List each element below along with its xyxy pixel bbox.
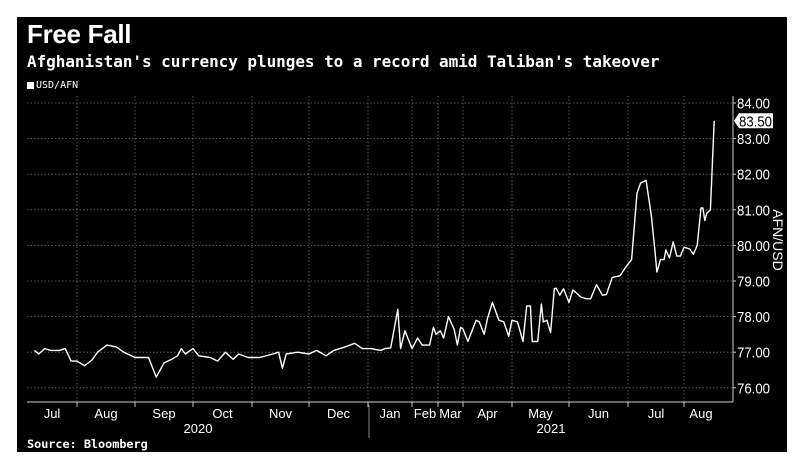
x-tick-label: Aug (94, 406, 117, 421)
y-tick-label: 77.00 (737, 345, 770, 362)
y-tick-label: 83.00 (737, 131, 770, 148)
x-tick-label: May (528, 406, 553, 421)
x-tick-label: Nov (269, 406, 293, 421)
y-tick-label: 82.00 (737, 167, 770, 184)
y-tick-label: 78.00 (737, 309, 770, 326)
chart-title: Free Fall (27, 19, 132, 49)
y-tick-label: 81.00 (737, 202, 770, 219)
x-tick-label: Jul (44, 406, 61, 421)
legend-label: USD/AFN (36, 80, 79, 91)
y-axis-title: AFN/USD (770, 209, 786, 270)
year-label: 2021 (537, 421, 566, 436)
last-value-label: 83.50 (739, 113, 772, 130)
year-label: 2020 (184, 421, 213, 436)
legend: USD/AFN (27, 80, 78, 91)
x-tick-label: Apr (477, 406, 498, 421)
x-tick-label: Jun (588, 406, 609, 421)
x-tick-label: Oct (212, 406, 233, 421)
y-tick-label: 79.00 (737, 274, 770, 291)
x-tick-label: Sep (152, 406, 175, 421)
source-note: Source: Bloomberg (27, 437, 148, 451)
last-value-box (734, 113, 773, 129)
x-tick-label: Jul (648, 406, 665, 421)
y-tick-label: 80.00 (737, 238, 770, 255)
x-tick-label: Aug (689, 406, 712, 421)
chart-subtitle: Afghanistan's currency plunges to a reco… (27, 52, 660, 71)
legend-swatch (27, 82, 34, 89)
y-tick-label: 76.00 (737, 380, 770, 397)
x-tick-label: Jan (380, 406, 401, 421)
x-tick-label: Dec (327, 406, 351, 421)
y-tick-label: 84.00 (737, 96, 770, 113)
series-line-usd-afn (33, 120, 715, 378)
chart-panel (17, 17, 787, 452)
x-tick-label: Feb (414, 406, 436, 421)
x-tick-label: Mar (439, 406, 462, 421)
